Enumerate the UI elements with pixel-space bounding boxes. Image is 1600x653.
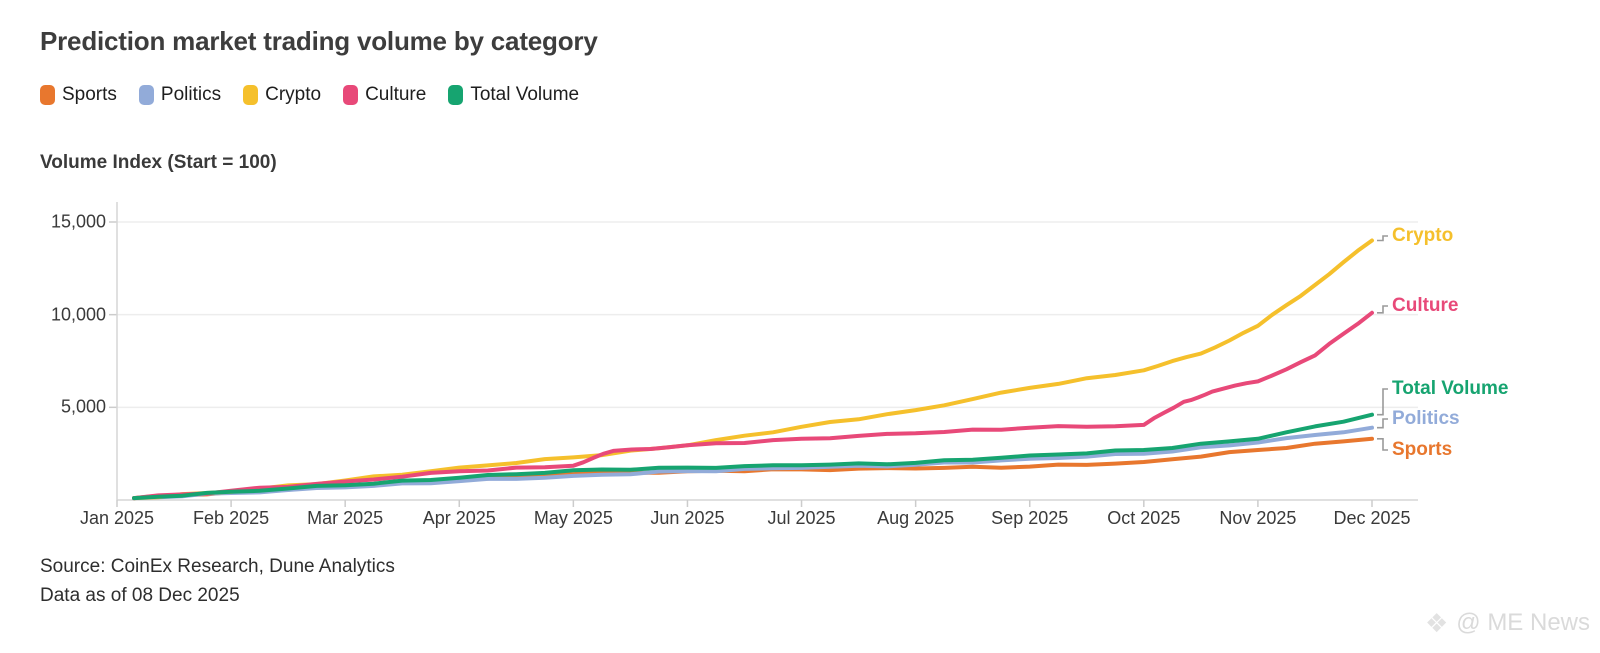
legend-label: Total Volume <box>470 84 580 105</box>
y-tick-label: 5,000 <box>60 396 106 417</box>
legend-item-total-volume: Total Volume <box>448 84 579 106</box>
data-as-of: Data as of 08 Dec 2025 <box>40 585 240 606</box>
legend-label: Culture <box>365 84 427 105</box>
legend: Sports Politics Crypto Culture Total Volume <box>40 84 579 106</box>
watermark: ❖ @ ME News <box>1425 609 1590 637</box>
y-tick-label: 10,000 <box>50 304 106 325</box>
x-tick-label: Mar 2025 <box>307 508 384 528</box>
legend-label: Politics <box>160 84 222 105</box>
end-label-connector <box>1377 235 1388 242</box>
series-end-label-total-volume: Total Volume <box>1392 378 1509 399</box>
legend-swatch-icon <box>138 85 154 105</box>
end-label-connector <box>1377 418 1388 429</box>
legend-item-culture: Culture <box>343 84 426 106</box>
y-tick-label: 15,000 <box>50 211 106 232</box>
x-tick-label: Jun 2025 <box>650 508 725 528</box>
x-tick-label: May 2025 <box>533 508 613 528</box>
legend-swatch-icon <box>343 85 359 105</box>
legend-swatch-icon <box>243 85 259 105</box>
x-tick-label: Jan 2025 <box>79 508 155 528</box>
legend-label: Sports <box>62 84 117 105</box>
x-tick-label: Nov 2025 <box>1219 508 1297 528</box>
end-label-connector <box>1377 388 1388 416</box>
x-tick-label: Apr 2025 <box>422 508 496 528</box>
legend-label: Crypto <box>265 84 322 105</box>
watermark-text: @ ME News <box>1456 609 1590 636</box>
series-end-label-sports: Sports <box>1392 439 1453 460</box>
end-label-connector <box>1377 438 1388 451</box>
x-tick-label: Feb 2025 <box>193 508 270 528</box>
x-tick-label: Jul 2025 <box>767 508 836 528</box>
x-tick-label: Oct 2025 <box>1107 508 1181 528</box>
legend-item-politics: Politics <box>138 84 222 106</box>
chart-title: Prediction market trading volume by cate… <box>40 26 598 56</box>
series-line-culture <box>132 310 1374 501</box>
end-label-connector <box>1377 305 1388 314</box>
source-credit: Source: CoinEx Research, Dune Analytics <box>40 556 395 577</box>
series-end-label-crypto: Crypto <box>1392 225 1454 246</box>
series-line-total-volume <box>132 412 1374 501</box>
x-tick-label: Sep 2025 <box>991 508 1069 528</box>
legend-item-sports: Sports <box>40 84 117 106</box>
y-axis-title: Volume Index (Start = 100) <box>40 152 277 173</box>
series-end-label-politics: Politics <box>1392 408 1460 429</box>
x-tick-label: Aug 2025 <box>877 508 955 528</box>
diamond-logo-icon: ❖ <box>1424 608 1449 638</box>
series-end-label-culture: Culture <box>1392 295 1459 316</box>
legend-item-crypto: Crypto <box>243 84 321 106</box>
series-line-politics <box>132 425 1374 501</box>
x-tick-label: Dec 2025 <box>1333 508 1411 528</box>
series-line-crypto <box>132 238 1374 501</box>
legend-swatch-icon <box>40 85 55 105</box>
legend-swatch-icon <box>448 85 464 105</box>
